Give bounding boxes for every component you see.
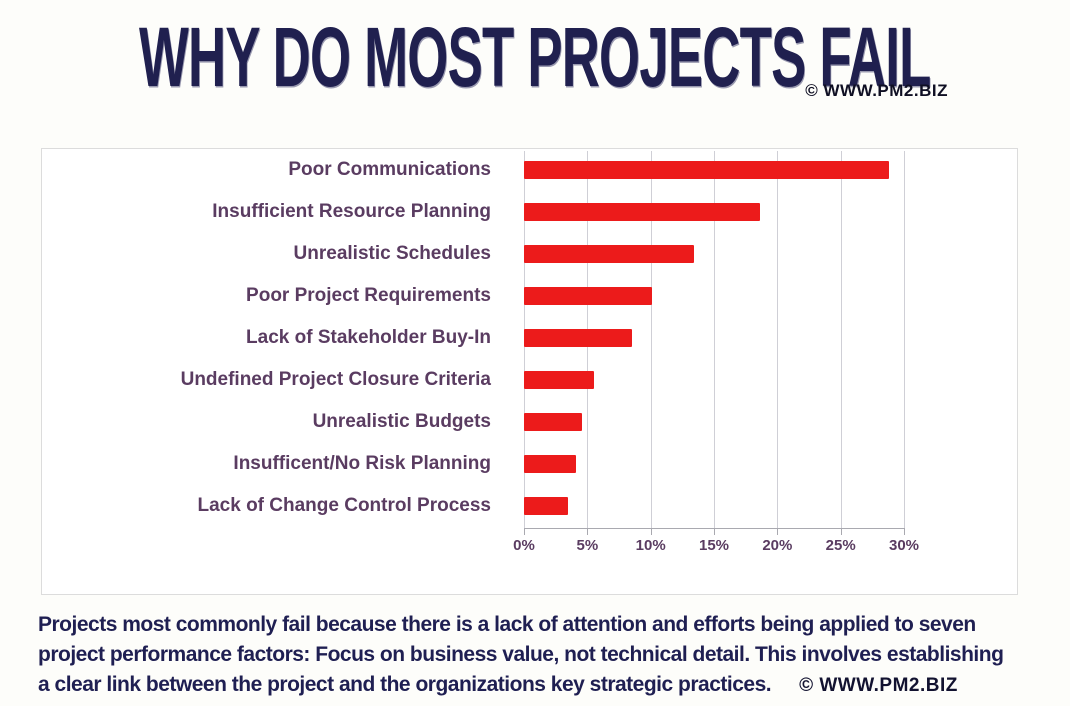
x-tick-label: 0% bbox=[513, 537, 535, 554]
x-tick-label: 15% bbox=[698, 537, 730, 554]
x-tick-mark bbox=[650, 528, 652, 535]
bar bbox=[524, 203, 760, 221]
category-label: Undefined Project Closure Criteria bbox=[180, 369, 491, 390]
x-tick-mark bbox=[904, 528, 905, 535]
bar bbox=[524, 287, 652, 305]
category-label: Unrealistic Schedules bbox=[293, 243, 491, 264]
category-label: Insufficient Resource Planning bbox=[212, 201, 491, 222]
bar bbox=[524, 245, 694, 263]
bar-track bbox=[524, 191, 904, 233]
gridline bbox=[650, 151, 652, 528]
chart-row: Undefined Project Closure Criteria bbox=[42, 359, 1017, 401]
header-copyright: © WWW.PM2.BIZ bbox=[805, 81, 948, 100]
chart-row: Unrealistic Schedules bbox=[42, 233, 1017, 275]
x-tick-mark bbox=[524, 528, 525, 535]
x-axis: 0% 5% 10% 15% 20% 25% 30% bbox=[513, 528, 919, 568]
x-tick-label: 25% bbox=[825, 537, 856, 554]
bar bbox=[524, 455, 576, 473]
chart-row: Poor Communications bbox=[42, 149, 1017, 191]
chart-panel: Poor Communications Insufficient Resource… bbox=[41, 148, 1018, 595]
bar-track bbox=[524, 401, 904, 443]
x-tick-label: 10% bbox=[635, 537, 666, 554]
footer-line-2: project performance factors: Focus on bu… bbox=[38, 643, 1004, 666]
footer-line-1: Projects most commonly fail because ther… bbox=[38, 613, 976, 636]
gridline bbox=[840, 151, 842, 528]
category-label: Poor Project Requirements bbox=[246, 285, 491, 306]
bar-track bbox=[524, 149, 904, 191]
header: WHY DO MOST PROJECTS FAIL bbox=[0, 8, 1070, 104]
footer-copyright: © WWW.PM2.BIZ bbox=[799, 675, 958, 696]
bar-track bbox=[524, 485, 904, 527]
x-tick-label: 30% bbox=[888, 537, 920, 554]
chart-row: Lack of Stakeholder Buy-In bbox=[42, 317, 1017, 359]
footer-line-3: a clear link between the project and the… bbox=[38, 670, 1048, 701]
chart-row: Lack of Change Control Process bbox=[42, 485, 1017, 527]
x-tick-mark bbox=[777, 528, 779, 535]
gridline bbox=[904, 151, 905, 528]
page-title: WHY DO MOST PROJECTS FAIL bbox=[139, 9, 931, 105]
bar bbox=[524, 413, 583, 431]
bar bbox=[524, 371, 594, 389]
bar bbox=[524, 161, 889, 179]
bar-track bbox=[524, 275, 904, 317]
bar-track bbox=[524, 443, 904, 485]
x-tick-label: 5% bbox=[576, 537, 599, 554]
footer-line-3-text: a clear link between the project and the… bbox=[38, 673, 772, 696]
chart-row: Insufficent/No Risk Planning bbox=[42, 443, 1017, 485]
bar-track bbox=[524, 233, 904, 275]
bar bbox=[524, 497, 569, 515]
chart-row: Unrealistic Budgets bbox=[42, 401, 1017, 443]
x-tick-mark bbox=[587, 528, 589, 535]
chart-row: Poor Project Requirements bbox=[42, 275, 1017, 317]
chart-rows: Poor Communications Insufficient Resource… bbox=[42, 149, 1017, 527]
category-label: Unrealistic Budgets bbox=[312, 411, 491, 432]
x-tick-label: 20% bbox=[762, 537, 793, 554]
gridline bbox=[714, 151, 715, 528]
gridline bbox=[777, 151, 779, 528]
x-tick-mark bbox=[840, 528, 842, 535]
category-label: Lack of Stakeholder Buy-In bbox=[246, 327, 491, 348]
chart-row: Insufficient Resource Planning bbox=[42, 191, 1017, 233]
category-label: Insufficent/No Risk Planning bbox=[233, 453, 491, 474]
category-label: Lack of Change Control Process bbox=[197, 495, 491, 516]
bar bbox=[524, 329, 632, 347]
bar-track bbox=[524, 317, 904, 359]
bar-track bbox=[524, 359, 904, 401]
x-tick-mark bbox=[714, 528, 715, 535]
footer-text: Projects most commonly fail because ther… bbox=[38, 610, 1048, 701]
category-label: Poor Communications bbox=[288, 159, 491, 180]
